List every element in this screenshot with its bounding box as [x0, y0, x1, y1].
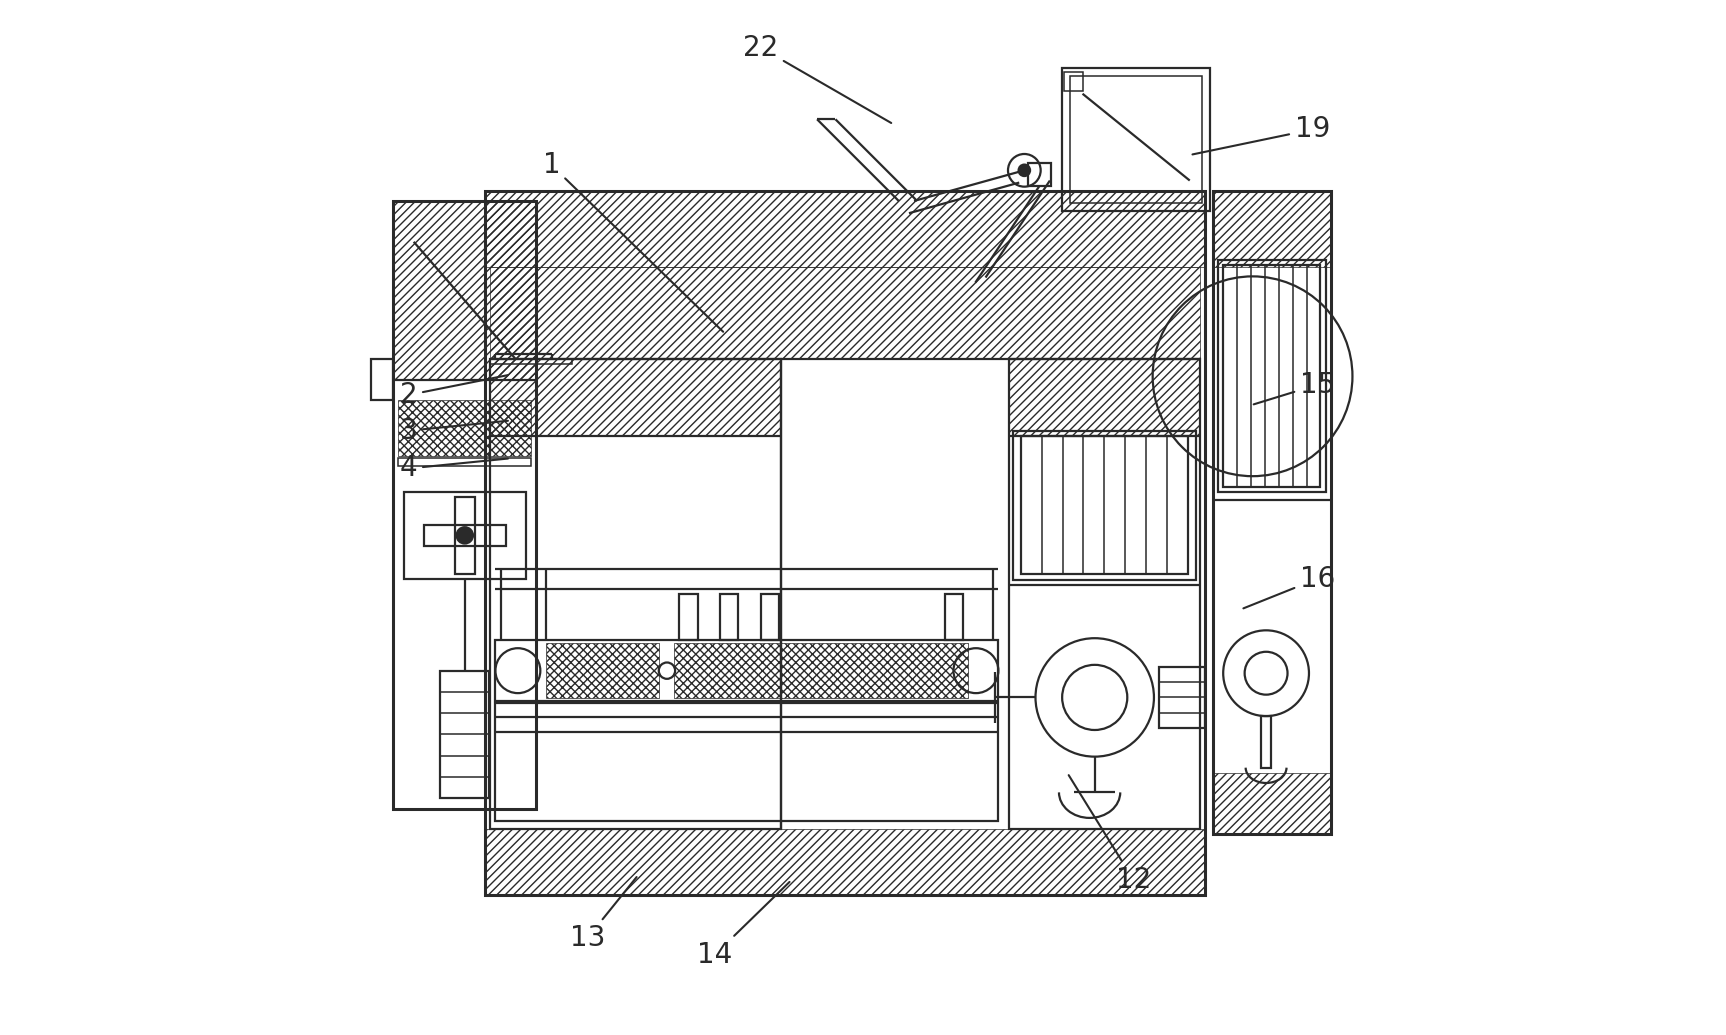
Bar — [490, 267, 1200, 359]
Bar — [495, 640, 998, 702]
Bar — [495, 704, 998, 821]
Bar — [485, 829, 1205, 895]
Bar — [1070, 77, 1201, 203]
Bar — [1213, 190, 1331, 267]
Bar — [1008, 359, 1200, 829]
Bar — [425, 525, 506, 545]
Bar — [371, 359, 394, 401]
Bar — [680, 594, 697, 640]
Bar — [394, 201, 537, 380]
Bar — [1160, 667, 1205, 728]
Bar — [440, 671, 488, 798]
Bar — [399, 459, 532, 467]
Text: 15: 15 — [1253, 371, 1334, 405]
Bar — [394, 201, 537, 808]
Bar — [485, 190, 1205, 267]
Bar — [485, 190, 1205, 895]
Bar — [490, 359, 782, 436]
Bar — [1213, 190, 1331, 834]
Bar — [1065, 72, 1082, 91]
Bar — [1029, 164, 1051, 185]
Bar — [454, 497, 475, 574]
Text: 3: 3 — [400, 417, 507, 445]
Bar — [1219, 260, 1326, 493]
Bar — [547, 643, 659, 699]
Bar — [761, 594, 778, 640]
Circle shape — [1018, 165, 1030, 176]
Bar — [720, 594, 739, 640]
Text: 2: 2 — [400, 375, 507, 409]
Bar — [490, 359, 782, 829]
Bar — [1262, 716, 1270, 768]
Bar — [675, 643, 968, 699]
Bar — [1020, 436, 1187, 574]
Text: 14: 14 — [697, 882, 789, 969]
Bar — [944, 594, 963, 640]
Bar — [1224, 265, 1320, 487]
Bar — [490, 359, 571, 364]
Bar — [1213, 773, 1331, 834]
Text: 22: 22 — [744, 34, 891, 123]
Circle shape — [457, 527, 473, 543]
Text: 19: 19 — [1193, 116, 1331, 154]
Text: 13: 13 — [570, 877, 637, 952]
Text: 1: 1 — [542, 151, 723, 332]
Text: 4: 4 — [400, 454, 507, 482]
Text: 16: 16 — [1243, 565, 1334, 609]
Bar — [399, 401, 532, 456]
Bar — [404, 492, 526, 579]
Bar — [1061, 68, 1210, 211]
Bar — [1008, 359, 1200, 436]
Text: 12: 12 — [1068, 775, 1151, 894]
Bar — [1013, 431, 1196, 580]
